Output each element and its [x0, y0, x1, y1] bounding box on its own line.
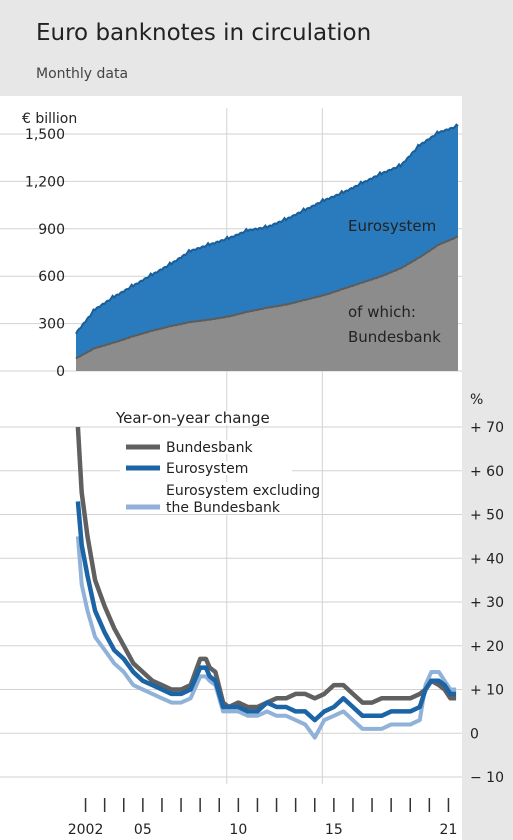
legend-label-eurosystem-ex-line2: the Bundesbank: [166, 500, 281, 516]
bottom-y-tick-label: + 50: [470, 508, 504, 524]
chart-svg: 0 300 600 900 1,200 1,500 € billion Eurosyste…: [0, 96, 504, 840]
area-edge-bundesbank: [75, 235, 459, 360]
bottom-unit-label: %: [470, 392, 483, 408]
x-tick-label: 15: [325, 822, 343, 838]
legend-label-bundesbank: Bundesbank: [166, 440, 253, 456]
bottom-y-tick-label: + 20: [470, 639, 504, 655]
x-axis: 2002 05 10 15 21: [68, 798, 458, 838]
x-tick-label: 10: [229, 822, 247, 838]
annotation-bundesbank: Bundesbank: [348, 328, 441, 346]
bottom-y-tick-label: + 30: [470, 595, 504, 611]
area-bundesbank: [76, 236, 458, 371]
top-unit-label: € billion: [22, 111, 77, 127]
line-eurosystem: [75, 501, 457, 723]
legend: Year-on-year change Bundesbank Eurosyste…: [112, 409, 320, 516]
x-tick-label: 21: [440, 822, 458, 838]
bottom-lines: [75, 426, 457, 740]
bottom-y-tick-label: − 10: [470, 770, 504, 786]
top-areas: [75, 123, 459, 371]
top-y-tick-label: 1,500: [25, 127, 65, 143]
legend-label-eurosystem-ex-line1: Eurosystem excluding: [166, 483, 320, 499]
top-y-tick-label: 300: [38, 317, 65, 333]
area-edge-eurosystem: [75, 123, 459, 335]
legend-label-eurosystem: Eurosystem: [166, 461, 248, 477]
legend-item-bg: [120, 440, 292, 454]
legend-title: Year-on-year change: [115, 409, 270, 427]
bottom-y-tick-label: + 40: [470, 551, 504, 567]
top-y-tick-label: 1,200: [25, 174, 65, 190]
bottom-y-axis: − 10 0 + 10 + 20 + 30 + 40 + 50 + 60 + 70: [470, 420, 504, 786]
line-eurosystem-ex-bundesbank: [75, 536, 457, 740]
top-y-tick-label: 0: [56, 364, 65, 380]
top-y-axis: 0 300 600 900 1,200 1,500: [25, 127, 65, 380]
bottom-y-tick-label: + 70: [470, 420, 504, 436]
bottom-y-tick-label: 0: [470, 726, 479, 742]
bottom-y-tick-label: + 60: [470, 464, 504, 480]
x-tick-label: 05: [134, 822, 152, 838]
chart-subtitle: Monthly data: [36, 66, 129, 82]
chart-title: Euro banknotes in circulation: [36, 20, 372, 46]
top-y-tick-label: 600: [38, 269, 65, 285]
legend-item-bg: [120, 461, 292, 475]
bottom-y-tick-label: + 10: [470, 683, 504, 699]
top-y-tick-label: 900: [38, 222, 65, 238]
annotation-of-which: of which:: [348, 303, 416, 321]
annotation-eurosystem: Eurosystem: [348, 217, 436, 235]
legend-title-bg: [112, 411, 306, 425]
x-tick-label: 2002: [68, 822, 104, 838]
